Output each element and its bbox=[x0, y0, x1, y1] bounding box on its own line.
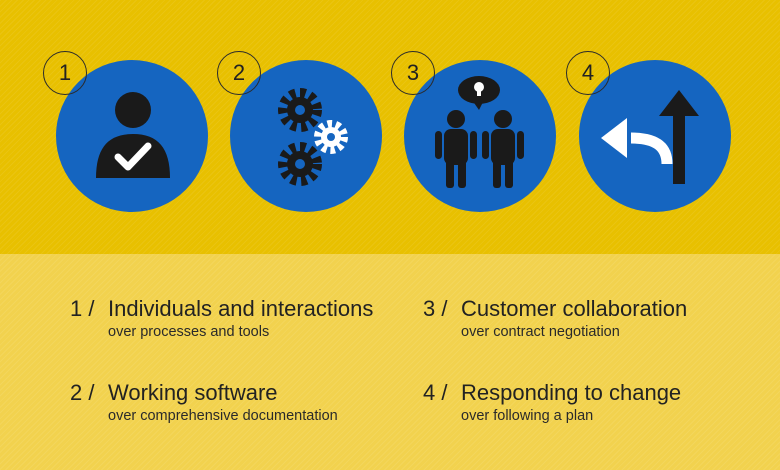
value-item-subtitle: over following a plan bbox=[461, 408, 594, 424]
value-item-title: Customer collaboration bbox=[461, 296, 688, 321]
value-item-subtitle: over comprehensive documentation bbox=[108, 408, 338, 424]
value-item-4: 4 / Responding to change over following a… bbox=[423, 380, 681, 426]
value-item-subtitle: over contract negotiation bbox=[461, 324, 620, 340]
icon-banner: 1 2 bbox=[0, 0, 780, 254]
values-panel: 1 / Individuals and interactions over pro… bbox=[0, 254, 780, 470]
value-item-prefix: 3 / bbox=[423, 296, 448, 321]
collaboration-people-icon bbox=[435, 76, 524, 188]
change-arrows-icon bbox=[601, 90, 699, 184]
value-item-prefix: 1 / bbox=[70, 296, 95, 321]
gears-icon bbox=[278, 88, 348, 186]
value-item-subtitle: over processes and tools bbox=[108, 324, 270, 340]
value-item-title: Responding to change bbox=[461, 380, 682, 405]
step-2-number: 2 bbox=[217, 51, 261, 95]
step-2-circle bbox=[230, 60, 382, 212]
value-item-prefix: 2 / bbox=[70, 380, 95, 405]
step-1-number: 1 bbox=[43, 51, 87, 95]
step-3-number: 3 bbox=[391, 51, 435, 95]
value-item-2: 2 / Working software over comprehensive d… bbox=[70, 380, 338, 426]
value-item-3: 3 / Customer collaboration over contract … bbox=[423, 296, 687, 342]
person-check-icon bbox=[96, 92, 170, 178]
value-item-title: Working software bbox=[108, 380, 278, 405]
value-item-prefix: 4 / bbox=[423, 380, 448, 405]
step-4-number: 4 bbox=[566, 51, 610, 95]
value-item-1: 1 / Individuals and interactions over pro… bbox=[70, 296, 373, 342]
value-item-title: Individuals and interactions bbox=[108, 296, 374, 321]
